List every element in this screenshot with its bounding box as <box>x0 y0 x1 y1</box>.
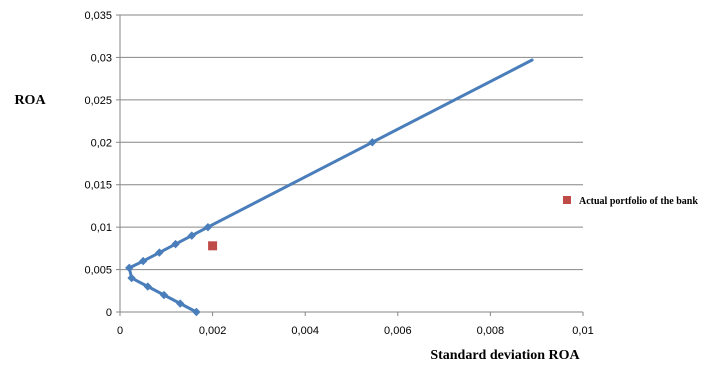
frontier-line <box>127 58 534 314</box>
x-tick-labels: 0 0,002 0,004 0,006 0,008 0,01 <box>117 325 594 337</box>
frontier-point <box>138 256 148 266</box>
frontier-point <box>155 248 164 257</box>
actual-portfolio-point <box>208 241 218 251</box>
y-tick-label: 0,015 <box>84 180 112 192</box>
y-tick-label: 0,01 <box>91 222 112 234</box>
frontier-point <box>187 231 196 240</box>
frontier-point <box>203 222 213 232</box>
y-axis-title: ROA <box>14 93 46 108</box>
frontier-point <box>159 290 169 300</box>
frontier-point <box>171 239 180 249</box>
frontier-point <box>175 299 185 308</box>
y-tick-label: 0,03 <box>91 52 112 64</box>
y-tick-label: 0,035 <box>84 10 112 22</box>
frontier-point <box>192 307 201 317</box>
frontier-point <box>368 138 377 147</box>
x-axis-title: Standard deviation ROA <box>430 348 580 363</box>
x-tick-label: 0 <box>117 325 123 337</box>
x-tick-label: 0,004 <box>291 325 319 337</box>
legend-marker-actual-portfolio <box>563 196 571 204</box>
y-tick-label: 0,025 <box>84 95 112 107</box>
series-markers <box>125 138 377 317</box>
x-tick-label: 0,002 <box>199 325 227 337</box>
x-tick-label: 0,008 <box>477 325 505 337</box>
x-tick-label: 0,006 <box>384 325 412 337</box>
frontier-point <box>127 273 136 283</box>
frontier-point <box>143 282 152 291</box>
x-tick-label: 0,01 <box>572 325 593 337</box>
legend: Actual portfolio of the bank <box>563 196 698 207</box>
y-tick-label: 0 <box>106 307 112 319</box>
y-tick-labels: 0 0,005 0,01 0,015 0,02 0,025 0,03 0,035 <box>84 10 112 319</box>
y-tick-label: 0,02 <box>91 137 112 149</box>
gridlines <box>116 14 584 316</box>
series-lines <box>127 58 534 314</box>
frontier-point <box>125 263 134 273</box>
legend-label-actual-portfolio: Actual portfolio of the bank <box>579 196 698 207</box>
y-tick-label: 0,005 <box>84 265 112 277</box>
